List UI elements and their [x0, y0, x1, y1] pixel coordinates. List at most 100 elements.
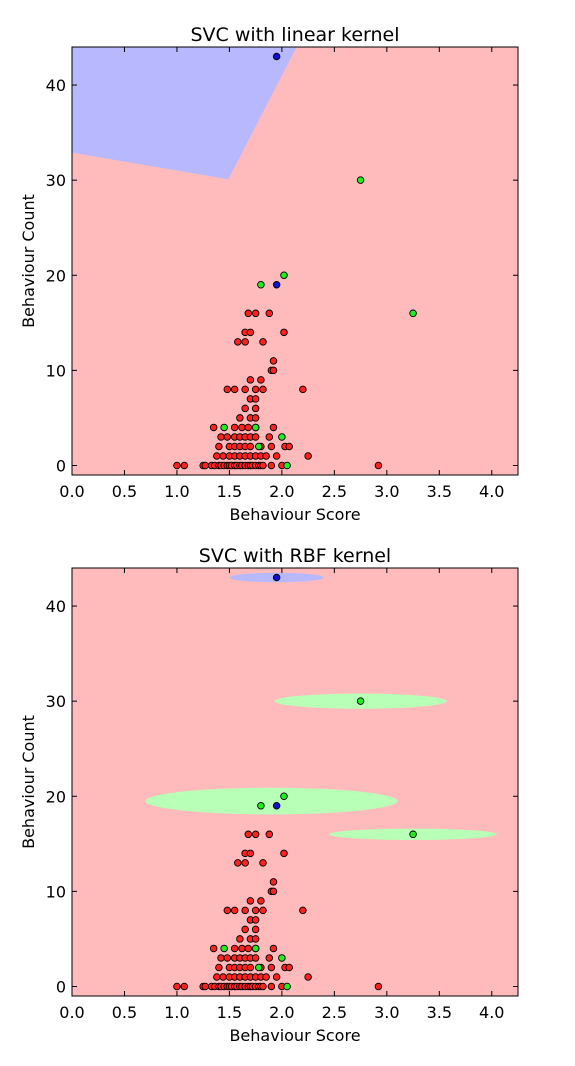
data-point-green [283, 461, 291, 470]
data-point-red [251, 414, 260, 422]
data-point-red [304, 452, 312, 460]
data-point-red [259, 385, 267, 394]
data-point-red [374, 461, 383, 470]
y-tick-label: 20 [46, 787, 66, 806]
x-tick-label: 1.5 [217, 1003, 242, 1022]
data-point-red [251, 385, 260, 394]
data-point-red [244, 423, 253, 432]
data-point-red [262, 973, 270, 981]
y-tick-label: 10 [46, 882, 66, 901]
data-point-green [257, 281, 265, 289]
data-point-red [215, 963, 223, 972]
x-tick-label: 0.5 [112, 482, 137, 501]
data-point-red [241, 404, 249, 413]
data-point-red [251, 916, 260, 924]
data-point-green [409, 830, 417, 839]
data-point-blue [272, 281, 281, 289]
linear-kernel-panel: SVC with linear kernel 0.0 0.5 1.0 1.5 2.0 2.… [19, 24, 519, 524]
data-point-red [246, 963, 255, 972]
data-point-green [409, 309, 417, 318]
data-point-green [220, 944, 228, 953]
data-point-red [265, 309, 274, 318]
y-tick-label: 30 [46, 171, 66, 190]
data-point-red [259, 461, 267, 470]
data-point-blue [272, 573, 281, 582]
data-point-red [265, 954, 274, 962]
data-point-red [267, 442, 276, 451]
data-point-green [280, 792, 288, 801]
x-tick-label: 4.0 [479, 1003, 504, 1022]
decision-region-blue [72, 47, 297, 180]
y-tick-label: 40 [46, 76, 66, 95]
data-point-red [213, 973, 221, 981]
data-point-red [230, 906, 239, 915]
data-point-red [267, 963, 276, 972]
data-point-red [230, 423, 239, 432]
data-point-red [230, 385, 239, 394]
data-point-red [234, 338, 242, 346]
x-tick-label: 1.0 [164, 1003, 189, 1022]
data-point-green [283, 982, 291, 991]
data-point-red [251, 935, 260, 943]
data-point-red [217, 954, 225, 962]
y-tick-label: 30 [46, 692, 66, 711]
x-tick-label: 0.0 [59, 482, 84, 501]
data-point-red [180, 461, 189, 470]
data-point-red [251, 830, 260, 839]
data-point-red [251, 404, 260, 413]
data-point-blue [272, 52, 281, 61]
axes-frame [71, 46, 519, 476]
x-tick-label: 1.5 [217, 482, 242, 501]
data-point-green [251, 423, 260, 432]
data-point-red [269, 366, 278, 375]
data-point-red [304, 973, 312, 981]
data-point-red [259, 338, 267, 346]
data-point-red [223, 385, 232, 394]
data-point-red [251, 954, 260, 962]
data-point-red [246, 849, 255, 858]
data-point-red [238, 423, 246, 432]
data-point-red [230, 944, 239, 953]
data-point-red [209, 423, 218, 432]
data-point-red [244, 309, 253, 318]
rbf-kernel-panel: SVC with RBF kernel 0.0 0.5 1.0 1.5 2.0 2.5 3.… [19, 545, 519, 1045]
x-tick-label: 3.0 [374, 482, 399, 501]
data-point-red [299, 906, 307, 915]
data-point-red [219, 973, 227, 981]
data-point-red [259, 982, 267, 991]
data-point-green [356, 697, 365, 705]
data-point-red [272, 973, 281, 981]
data-point-red [269, 423, 278, 432]
data-point-green [257, 802, 265, 810]
data-point-red [285, 442, 293, 451]
x-tick-label: 2.0 [269, 482, 294, 501]
chart-title: SVC with linear kernel [191, 24, 400, 46]
data-point-green [255, 442, 263, 451]
data-point-red [251, 906, 260, 915]
data-point-red [251, 395, 260, 403]
y-axis-label: Behaviour Count [19, 715, 38, 849]
plot-area: 0.0 0.5 1.0 1.5 2.0 2.5 3.0 3.5 4.0 0 10 20 30 40 [46, 567, 519, 1022]
decision-region-red [72, 568, 518, 996]
data-point-red [269, 887, 278, 896]
data-point-red [251, 925, 260, 934]
data-point-red [215, 442, 223, 451]
data-point-red [223, 954, 232, 962]
x-axis-label: Behaviour Score [229, 505, 360, 524]
y-tick-label: 40 [46, 597, 66, 616]
data-point-red [241, 385, 249, 394]
data-point-green [251, 944, 260, 953]
x-tick-label: 1.0 [164, 482, 189, 501]
data-point-red [246, 442, 255, 451]
data-point-red [265, 433, 274, 441]
data-point-red [272, 452, 281, 460]
decision-region-green [145, 787, 398, 815]
data-point-red [217, 433, 225, 441]
data-point-red [269, 878, 278, 886]
x-tick-label: 0.0 [59, 1003, 84, 1022]
x-tick-label: 2.5 [322, 482, 347, 501]
data-point-red [236, 935, 244, 943]
data-point-red [246, 328, 255, 337]
data-point-red [259, 906, 267, 915]
